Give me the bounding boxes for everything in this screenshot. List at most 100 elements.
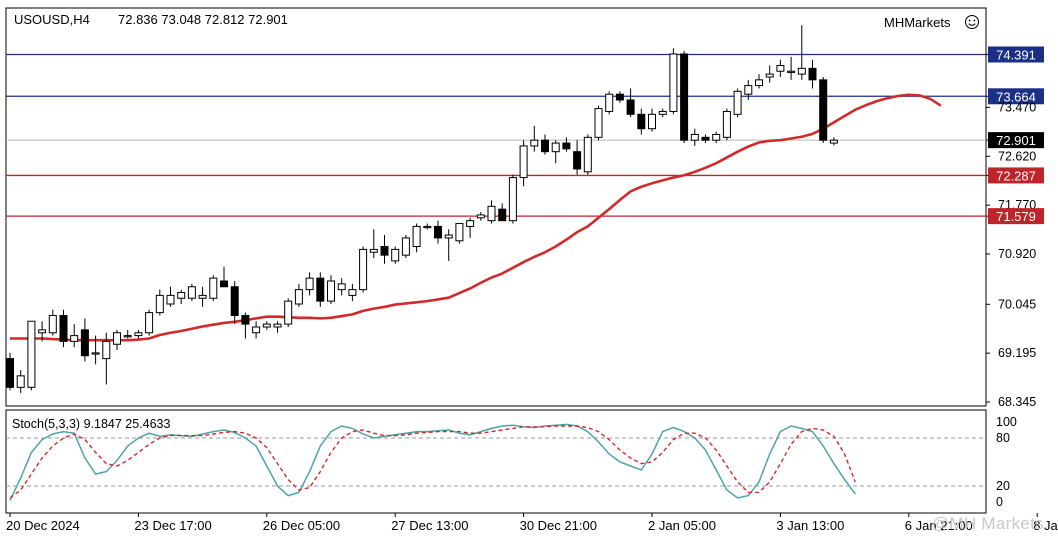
- price-label: 72.287: [996, 168, 1036, 183]
- bullish-candle: [744, 85, 753, 95]
- bullish-candle: [348, 289, 357, 296]
- stoch-y-tick-label: 100: [996, 415, 1017, 429]
- price-label-box: [988, 88, 1044, 105]
- bullish-candle: [658, 110, 667, 115]
- y-tick-label: 70.045: [998, 297, 1036, 311]
- bearish-candle: [541, 139, 549, 153]
- bullish-candle: [423, 225, 432, 229]
- bullish-candle: [369, 248, 378, 253]
- bullish-candle: [776, 64, 785, 72]
- bullish-candle: [294, 289, 303, 305]
- x-tick-label: 3 Jan 13:00: [776, 518, 844, 533]
- bullish-candle: [519, 145, 528, 179]
- bullish-candle: [91, 352, 100, 355]
- bullish-candle: [733, 90, 742, 115]
- bearish-candle: [701, 136, 710, 141]
- bullish-candle: [455, 223, 464, 242]
- moving-average-line: [10, 93, 942, 342]
- bullish-candle: [787, 70, 796, 73]
- bullish-candle: [38, 329, 47, 334]
- bullish-candle: [177, 292, 186, 299]
- bullish-candle: [305, 277, 314, 291]
- bullish-candle: [262, 323, 271, 328]
- stoch-signal-line: [9, 425, 856, 499]
- x-tick-label: 30 Dec 21:00: [520, 518, 597, 533]
- price-label-box: [988, 208, 1044, 225]
- stoch-y-tick-label: 80: [996, 431, 1010, 445]
- bullish-candle: [145, 312, 154, 334]
- x-tick-label: 27 Dec 13:00: [391, 518, 468, 533]
- bullish-candle: [755, 79, 763, 87]
- y-tick-label: 69.195: [998, 346, 1036, 360]
- bullish-candle: [829, 139, 838, 144]
- x-tick-label: 6 Jan 21:00: [905, 518, 973, 533]
- stoch-main-line: [9, 423, 856, 501]
- bullish-candle: [583, 136, 592, 173]
- bullish-candle: [359, 248, 368, 291]
- x-tick-label: 20 Dec 2024: [6, 518, 80, 533]
- bullish-candle: [27, 320, 36, 388]
- bullish-candle: [134, 332, 143, 337]
- bullish-candle: [284, 300, 293, 325]
- bullish-candle: [70, 335, 79, 342]
- bullish-candle: [722, 110, 731, 138]
- bullish-candle: [391, 248, 400, 262]
- bearish-candle: [626, 99, 635, 115]
- bearish-candle: [230, 286, 239, 316]
- x-tick-label: 8 Jan 05:00: [1033, 518, 1058, 533]
- bullish-candle: [669, 53, 678, 112]
- bullish-candle: [712, 133, 721, 141]
- bearish-candle: [562, 142, 571, 150]
- bearish-candle: [220, 280, 228, 288]
- bullish-candle: [187, 286, 196, 299]
- bearish-candle: [380, 246, 389, 256]
- bullish-candle: [155, 294, 164, 314]
- bullish-candle: [594, 108, 603, 138]
- smiley-mouth-icon: [968, 23, 976, 26]
- bullish-candle: [648, 113, 656, 130]
- chart-ohlc: 72.836 73.048 72.812 72.901: [118, 12, 288, 27]
- bearish-candle: [808, 67, 817, 81]
- price-label: 73.664: [996, 89, 1036, 104]
- bearish-candle: [680, 53, 689, 141]
- bullish-candle: [48, 314, 57, 334]
- bullish-candle: [444, 234, 453, 239]
- price-label-box: [988, 46, 1044, 63]
- y-tick-label: 73.470: [998, 100, 1036, 114]
- bullish-candle: [765, 73, 774, 78]
- bullish-candle: [551, 142, 560, 153]
- bullish-candle: [605, 93, 614, 112]
- bullish-candle: [113, 332, 121, 345]
- bullish-candle: [412, 225, 421, 248]
- y-tick-label: 68.345: [998, 395, 1036, 409]
- price-label-box: [988, 132, 1044, 149]
- bullish-candle: [252, 326, 261, 334]
- y-tick-label: 72.620: [998, 149, 1036, 163]
- bullish-candle: [487, 205, 496, 222]
- bullish-candle: [466, 220, 475, 227]
- bearish-candle: [819, 79, 828, 141]
- stoch-y-tick-label: 0: [996, 495, 1003, 509]
- bullish-candle: [102, 340, 111, 360]
- bullish-candle: [401, 237, 410, 256]
- chart-symbol: USOUSD,H4: [14, 12, 90, 27]
- bullish-candle: [337, 283, 346, 291]
- stoch-y-tick-label: 20: [996, 479, 1010, 493]
- bearish-candle: [6, 358, 14, 388]
- watermark-text: @MH Markets: [931, 514, 1044, 533]
- bearish-candle: [615, 93, 624, 101]
- price-label: 72.901: [996, 133, 1036, 148]
- smiley-eye-icon: [973, 19, 976, 22]
- bearish-candle: [637, 113, 646, 130]
- bullish-candle: [16, 375, 25, 388]
- bullish-candle: [797, 67, 806, 75]
- bullish-candle: [327, 280, 335, 302]
- bearish-candle: [573, 151, 582, 170]
- bullish-candle: [690, 133, 699, 141]
- broker-brand: MHMarkets: [884, 15, 951, 30]
- price-label-box: [988, 167, 1044, 184]
- watermark: @MH Markets: [932, 514, 1044, 534]
- bullish-candle: [273, 323, 282, 328]
- price-label: 74.391: [996, 47, 1036, 62]
- x-tick-label: 23 Dec 17:00: [134, 518, 211, 533]
